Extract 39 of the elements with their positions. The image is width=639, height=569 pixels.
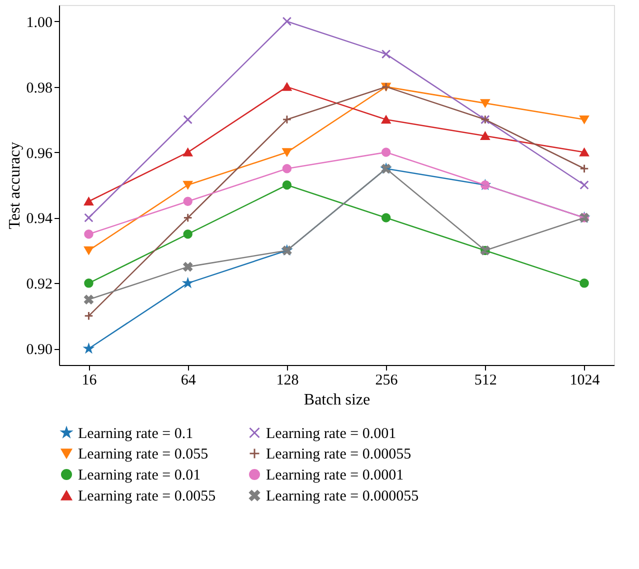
legend-label: Learning rate = 0.055: [78, 446, 208, 462]
point: [84, 197, 94, 206]
point: [580, 148, 589, 156]
point: [580, 164, 589, 174]
y-tick-label: 0.94: [26, 211, 53, 228]
legend-label: Learning rate = 0.01: [78, 468, 201, 484]
point: [282, 16, 292, 26]
legend-label: Learning rate = 0.0055: [78, 488, 216, 504]
y-tick-label: 0.98: [26, 80, 52, 96]
point: [84, 213, 94, 222]
x-tick-label: 512: [474, 372, 497, 388]
y-axis-title: Test accuracy: [6, 142, 24, 230]
point: [580, 278, 589, 288]
point: [480, 99, 490, 108]
x-tick-label: 64: [180, 372, 196, 388]
y-tick-label: 1.00: [26, 14, 52, 31]
y-tick-label: 0.92: [26, 276, 52, 293]
point: [183, 114, 192, 124]
point: [84, 294, 94, 304]
legend-label: Learning rate = 0.1: [78, 426, 194, 442]
x-axis-title: Batch size: [304, 392, 370, 408]
point: [580, 180, 589, 190]
x-tick-label: 1024: [570, 372, 600, 388]
x-tick-label: 128: [276, 372, 299, 388]
y-tick-label: 0.96: [26, 146, 53, 162]
point: [84, 229, 94, 239]
legend-label: Learning rate = 0.00055: [266, 446, 412, 462]
legend-label: Learning rate = 0.0001: [266, 468, 404, 484]
x-tick-label: 16: [82, 372, 98, 388]
y-tick-label: 0.90: [26, 342, 52, 358]
legend-label: Learning rate = 0.000055: [266, 488, 419, 504]
x-tick-label: 256: [375, 372, 398, 388]
point: [183, 213, 192, 222]
point: [580, 115, 589, 124]
point: [84, 311, 94, 321]
legend-label: Learning rate = 0.001: [266, 426, 396, 442]
point: [282, 114, 292, 124]
point: [381, 49, 391, 59]
point: [84, 278, 94, 288]
